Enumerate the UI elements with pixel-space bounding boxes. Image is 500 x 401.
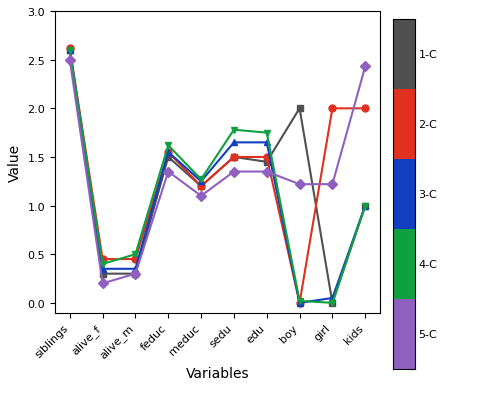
5-C: [132, 271, 138, 276]
Line: 3-C: 3-C: [66, 47, 368, 306]
Line: 1-C: 1-C: [66, 47, 368, 306]
2-C: [132, 257, 138, 262]
2-C: [362, 107, 368, 111]
5-C: [330, 182, 336, 187]
5-C: [67, 58, 73, 63]
3-C: [100, 267, 105, 271]
4-C: [264, 131, 270, 136]
Text: 2-C: 2-C: [418, 120, 438, 130]
5-C: [264, 170, 270, 174]
2-C: [296, 301, 302, 306]
5-C: [362, 65, 368, 70]
5-C: [198, 194, 204, 199]
2-C: [198, 184, 204, 189]
Bar: [392, 299, 415, 369]
Text: 5-C: 5-C: [418, 329, 437, 339]
Text: 4-C: 4-C: [418, 259, 438, 269]
3-C: [264, 141, 270, 146]
1-C: [330, 301, 336, 306]
3-C: [362, 204, 368, 209]
Line: 5-C: 5-C: [66, 57, 368, 287]
2-C: [166, 150, 172, 155]
4-C: [296, 299, 302, 304]
3-C: [132, 267, 138, 271]
4-C: [166, 144, 172, 148]
3-C: [231, 141, 237, 146]
Text: 3-C: 3-C: [418, 190, 437, 199]
2-C: [330, 107, 336, 111]
4-C: [100, 262, 105, 267]
1-C: [362, 204, 368, 209]
Line: 2-C: 2-C: [66, 45, 368, 306]
Line: 4-C: 4-C: [66, 47, 368, 306]
1-C: [67, 49, 73, 53]
3-C: [198, 179, 204, 184]
3-C: [330, 296, 336, 301]
1-C: [231, 155, 237, 160]
1-C: [198, 184, 204, 189]
Bar: [392, 20, 415, 90]
Bar: [392, 90, 415, 160]
2-C: [67, 47, 73, 51]
3-C: [67, 49, 73, 53]
2-C: [100, 257, 105, 262]
4-C: [132, 252, 138, 257]
X-axis label: Variables: Variables: [186, 366, 250, 380]
1-C: [296, 107, 302, 111]
5-C: [296, 182, 302, 187]
Bar: [392, 160, 415, 229]
Bar: [392, 229, 415, 299]
5-C: [231, 170, 237, 174]
1-C: [166, 155, 172, 160]
2-C: [264, 155, 270, 160]
3-C: [166, 150, 172, 155]
Y-axis label: Value: Value: [8, 144, 22, 181]
5-C: [166, 170, 172, 174]
1-C: [132, 271, 138, 276]
4-C: [198, 178, 204, 182]
5-C: [100, 281, 105, 286]
4-C: [362, 204, 368, 209]
1-C: [100, 271, 105, 276]
3-C: [296, 301, 302, 306]
4-C: [231, 128, 237, 133]
Text: 1-C: 1-C: [418, 50, 437, 60]
2-C: [231, 155, 237, 160]
4-C: [67, 49, 73, 53]
1-C: [264, 160, 270, 165]
4-C: [330, 301, 336, 306]
